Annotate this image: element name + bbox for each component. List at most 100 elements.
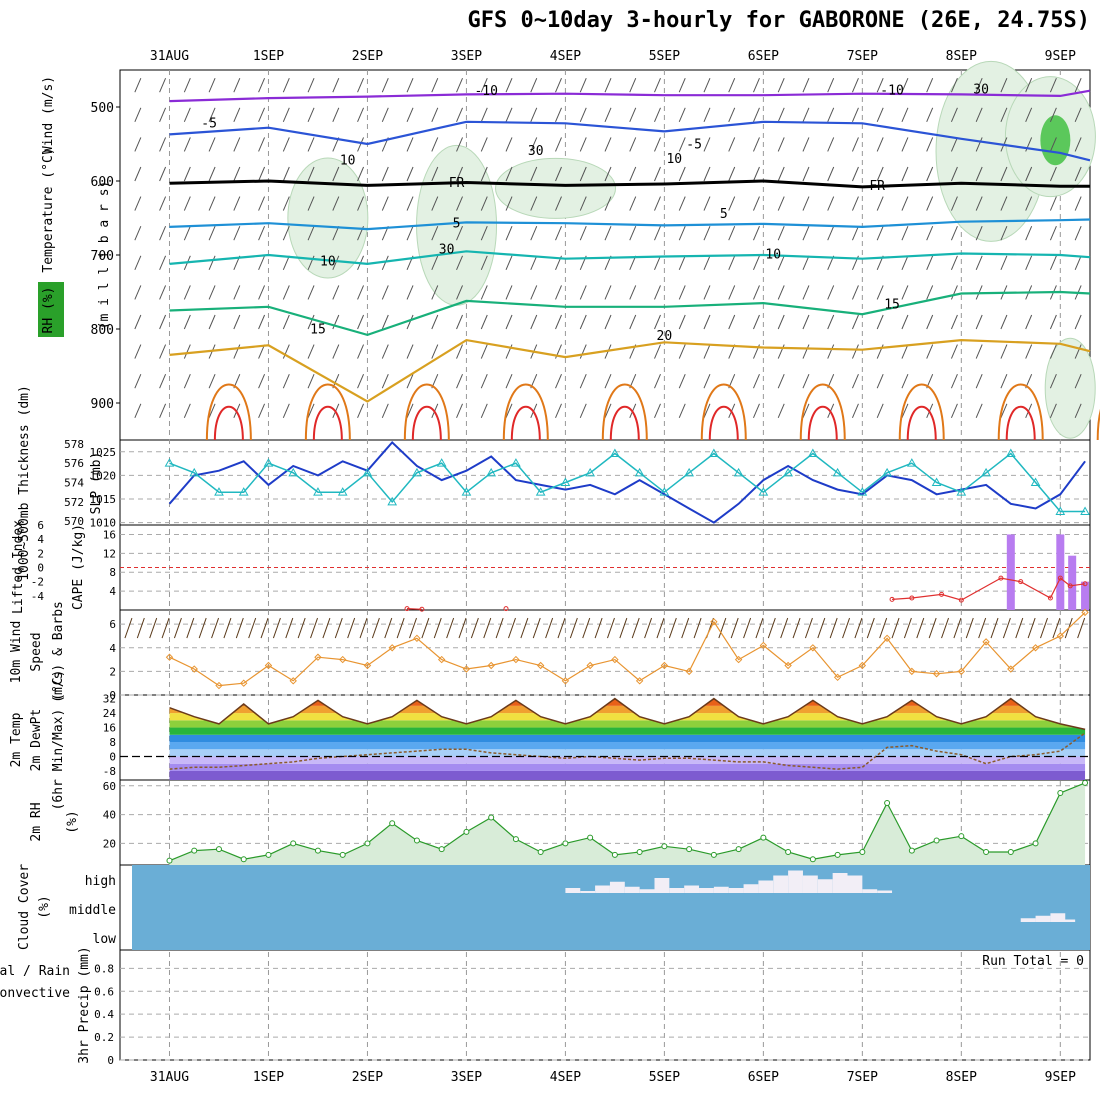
surface-wind-barb [248,617,257,639]
upper-wind-barb [678,107,686,122]
upper-wind-barb [406,314,414,330]
contour-label: FR [449,176,465,191]
surface-wind-barb [780,617,789,639]
cloud-gap-high [624,886,640,893]
cloud-gap-high [802,875,818,893]
upper-wind-barb [233,344,241,359]
temp-band [169,742,1086,750]
upper-wind-barb [678,137,686,152]
upper-wind-barb [1025,314,1033,330]
rh-marker [636,849,643,856]
upper-wind-barb [604,403,612,418]
upper-wind-barb [307,403,315,418]
cloud-units-label: (%) [37,895,52,918]
temperature-loop [898,383,945,441]
upper-wind-barb [480,196,488,211]
upper-wind-barb [1049,137,1057,152]
upper-wind-barb [431,107,439,122]
upper-wind-barb [480,344,488,359]
upper-wind-barb [258,255,266,270]
wind-speed-marker [734,655,743,664]
upper-wind-barb [431,196,439,211]
surface-wind-barb [607,617,615,639]
upper-wind-barb [901,78,909,93]
temp-tick-label: 8 [109,736,116,749]
rh-marker [265,851,272,858]
surface-wind-barb [903,617,912,639]
thickness-marker [709,448,719,458]
upper-wind-barb [480,255,488,270]
contour-label: -5 [686,137,702,152]
cloud-gap-high [713,886,729,893]
contour-label: 10 [320,254,336,269]
upper-wind-barb [159,374,167,389]
upper-wind-barb [950,314,958,330]
surface-wind-barb [941,617,950,639]
upper-wind-barb [975,137,983,152]
temperature-loop [510,405,541,441]
upper-wind-barb [134,107,142,122]
upper-wind-barb [703,403,711,418]
upper-wind-barb [406,137,414,152]
upper-wind-barb [851,196,859,211]
temperature-axis-label: Temperature (°C) [41,147,56,272]
cape-bar [1081,581,1090,610]
upper-wind-barb [1074,344,1082,359]
upper-wind-barb [827,107,835,122]
rh-marker [983,849,990,856]
upper-wind-barb [183,78,191,93]
upper-wind-barb [1025,196,1033,211]
upper-wind-barb [307,226,315,241]
cloud-gap-high [773,875,789,893]
upper-wind-barb [579,166,587,182]
upper-wind-barb [505,107,513,122]
upper-wind-barb [456,226,463,241]
upper-wind-barb [753,137,760,152]
upper-wind-barb [258,403,266,418]
surface-wind-barb [656,617,665,639]
upper-wind-barb [753,314,760,330]
cape-bar [1056,534,1065,610]
upper-wind-barb [579,107,587,122]
upper-wind-barb [777,78,785,93]
rh-marker [240,856,247,863]
upper-wind-barb [851,403,859,418]
upper-wind-barb [134,403,142,418]
upper-wind-barb [480,226,488,241]
upper-wind-barb [703,226,711,241]
upper-wind-barb [950,166,958,182]
rh-marker [537,849,544,856]
precip-tick-label: 0.2 [94,1031,114,1044]
upper-wind-barb [233,196,241,211]
upper-wind-barb [282,78,290,93]
temperature-loop [411,405,442,441]
temperature-loop [213,405,244,441]
upper-wind-barb [777,314,785,330]
lifted-tick-label: 6 [37,519,44,532]
upper-wind-barb [282,255,290,270]
upper-wind-barb [827,137,835,152]
cloud-gap-high [609,881,625,893]
wind-speed-marker [809,644,817,652]
upper-wind-barb [728,285,736,300]
upper-wind-barb [332,285,340,300]
upper-wind-barb [233,137,241,152]
upper-wind-barb [134,166,142,182]
upper-wind-barb [1025,166,1033,182]
surface-wind-barb [1027,617,1036,639]
upper-wind-barb [381,314,389,330]
upper-wind-barb [678,255,686,270]
upper-wind-barb [381,196,389,211]
surface-wind-barb [854,617,863,639]
rh-marker [166,857,173,864]
surface-wind-barb [953,617,962,639]
upper-wind-barb [183,344,191,359]
upper-wind-barb [703,314,711,330]
upper-wind-barb [802,344,810,359]
rh-marker [290,840,297,847]
upper-wind-barb [901,374,909,389]
rh-marker [686,846,693,853]
cloud-gap-high [877,890,893,893]
upper-wind-barb [555,314,562,330]
wind-speed-marker [264,661,273,670]
